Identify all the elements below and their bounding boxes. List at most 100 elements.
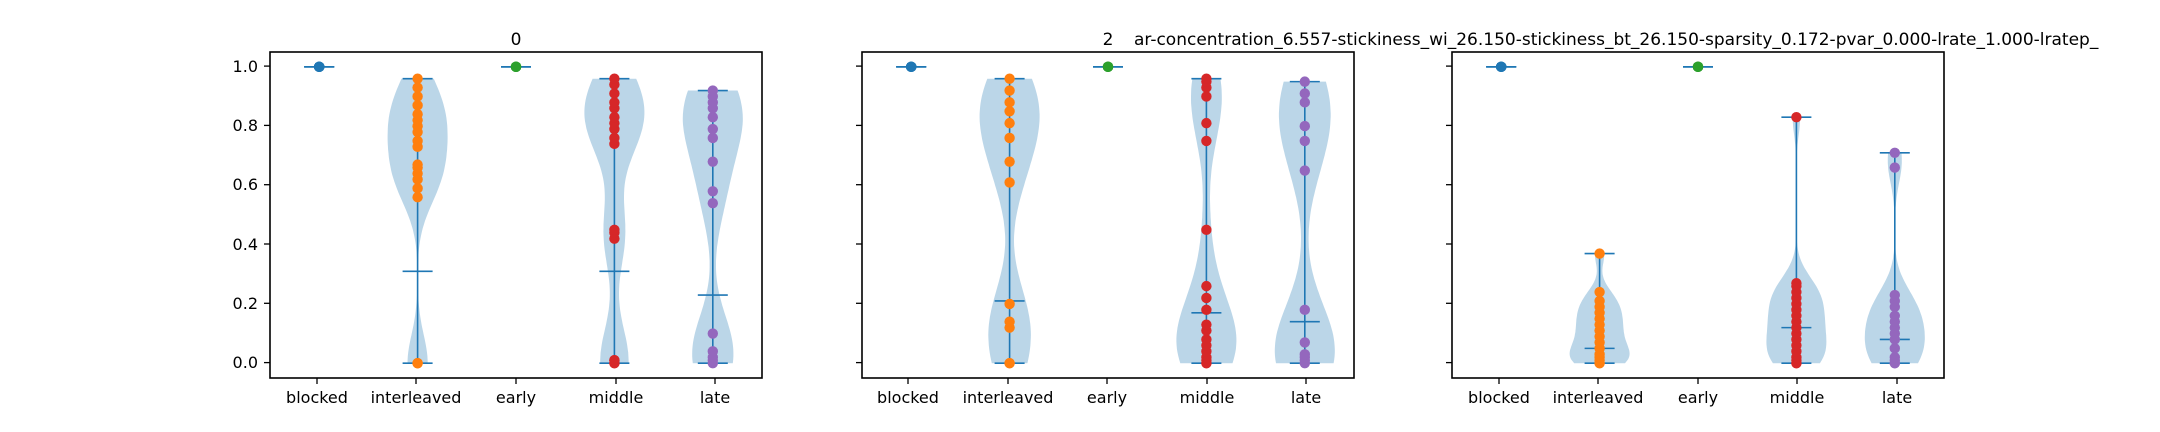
panel-0-xtick-label-blocked: blocked [286,388,348,407]
panel-0-xtick-label-early: early [496,388,536,407]
panel-2-point-late-14 [1889,147,1901,158]
panel-1-point-middle-15 [1201,91,1212,102]
panel-0-xtick-label-interleaved: interleaved [371,388,462,407]
panel-1-point-middle-18 [1201,73,1212,84]
panel-0-ytick-label-2: 0.4 [233,235,258,254]
panel-1-point-middle-10 [1201,292,1212,304]
panel-2-point-interleaved-15 [1594,248,1605,259]
panel-0-point-middle-16 [609,73,620,84]
panel-0-point-interleaved-16 [412,91,423,102]
panel-1-point-interleaved-8 [1004,117,1015,129]
panel-1-xtick-label-late: late [1291,388,1321,407]
panel-1-point-middle-11 [1201,280,1212,292]
panel-0-point-late-8 [707,132,718,144]
panel-0-point-late-4 [707,328,718,339]
panel-0-ytick-label-1: 0.2 [233,294,258,313]
panel-1-point-middle-9 [1201,304,1212,316]
panel-2-point-early-3 [1692,61,1704,73]
panel-0-title: 0 [511,30,522,50]
panel-1-point-interleaved-6 [1004,156,1015,167]
panel-1-point-blocked-3 [906,61,917,73]
panel-0-point-interleaved-4 [412,183,423,194]
panel-1-point-interleaved-4 [1004,298,1015,310]
panel-1-xaxis: blocked interleaved early middle late [877,378,1321,407]
panel-0-point-late-9 [707,123,718,135]
panel-2-yaxis [1446,65,1452,364]
panel-1-point-late-6 [1299,165,1311,176]
panel-1-point-interleaved-11 [1004,85,1015,96]
panel-2-point-late-9 [1889,310,1901,321]
panel-1: 2 blocked interleaved early middle late [856,30,1355,407]
panel-1-point-middle-6 [1201,334,1212,345]
panel-0-point-early-4 [510,61,522,73]
panel-2-xtick-label-interleaved: interleaved [1553,388,1644,407]
panel-2-point-interleaved-13 [1594,295,1605,307]
panel-2-title: ar-concentration_6.557-stickiness_wi_26.… [1134,30,2099,50]
panel-0-point-middle-3 [609,355,620,366]
panel-0: 0 0.0 0.2 0.4 0.6 0.8 1.0 blocked interl… [233,30,763,407]
panel-1-point-late-3 [1299,349,1311,360]
panel-2-point-middle-16 [1791,277,1802,289]
panel-2-xtick-label-late: late [1882,388,1912,407]
panel-1-point-interleaved-5 [1004,177,1015,188]
panel-0-point-blocked-4 [314,61,325,73]
panel-0-point-interleaved-8 [412,159,423,170]
panel-0-point-interleaved-18 [412,73,423,84]
panel-1-point-middle-14 [1201,117,1212,129]
panel-0-point-interleaved-15 [412,100,423,111]
panel-1-point-late-7 [1299,135,1311,147]
panel-1-point-interleaved-12 [1004,73,1015,84]
panel-2-point-late-4 [1889,343,1901,354]
panel-2-xtick-label-early: early [1678,388,1718,407]
panel-0-xaxis: blocked interleaved early middle late [286,378,730,407]
panel-2-xtick-label-middle: middle [1770,388,1825,407]
panel-0-point-late-5 [707,197,718,209]
panel-0-point-middle-6 [609,224,620,236]
panel-1-title: 2 [1103,30,1114,50]
panel-2-marks [1486,61,1925,369]
panel-1-point-late-10 [1299,88,1311,99]
panel-0-point-interleaved-10 [412,135,423,147]
panel-1-point-interleaved-9 [1004,106,1015,117]
panel-1-point-late-4 [1299,337,1311,348]
panel-2-point-late-13 [1889,162,1901,173]
panel-1-point-interleaved-3 [1004,316,1015,327]
panel-1-point-middle-8 [1201,319,1212,330]
panel-1-point-late-9 [1299,97,1311,108]
panel-2-point-late-12 [1889,289,1901,301]
panel-1-point-late-11 [1299,76,1311,87]
panel-2-point-middle-17 [1791,112,1802,123]
panel-1-point-early-3 [1102,61,1114,73]
panel-0-point-middle-11 [609,112,620,123]
panel-0-point-interleaved-14 [412,109,423,120]
panel-0-point-late-10 [707,112,718,123]
panel-1-xtick-label-blocked: blocked [877,388,939,407]
panel-0-xtick-label-middle: middle [589,388,644,407]
panel-1-xtick-label-interleaved: interleaved [963,388,1054,407]
panel-0-xtick-label-late: late [700,388,730,407]
panel-1-point-late-8 [1299,120,1311,132]
panel-1-point-interleaved-1 [1004,357,1015,369]
panel-0-point-late-3 [707,346,718,357]
panel-2: ar-concentration_6.557-stickiness_wi_26.… [1134,30,2099,407]
panel-0-point-interleaved-3 [412,192,423,203]
panel-0-ytick-label-0: 0.0 [233,353,258,372]
panel-0-ytick-label-3: 0.6 [233,175,258,194]
panel-1-xtick-label-middle: middle [1180,388,1235,407]
panel-0-point-late-7 [707,156,718,167]
panel-0-point-late-6 [707,186,718,197]
panel-1-point-interleaved-7 [1004,132,1015,144]
panel-1-point-late-5 [1299,304,1311,316]
panel-2-point-late-3 [1889,352,1901,363]
panel-2-xaxis: blocked interleaved early middle late [1468,378,1912,407]
panel-1-point-interleaved-10 [1004,97,1015,108]
panel-0-point-middle-8 [609,132,620,144]
panel-0-point-interleaved-2 [412,357,423,369]
panel-1-point-middle-12 [1201,224,1212,236]
panel-0-yaxis: 0.0 0.2 0.4 0.6 0.8 1.0 [233,57,270,372]
panel-0-point-interleaved-17 [412,82,423,93]
panel-2-xtick-label-blocked: blocked [1468,388,1530,407]
panel-0-point-middle-14 [609,88,620,99]
panel-1-yaxis [856,65,862,364]
